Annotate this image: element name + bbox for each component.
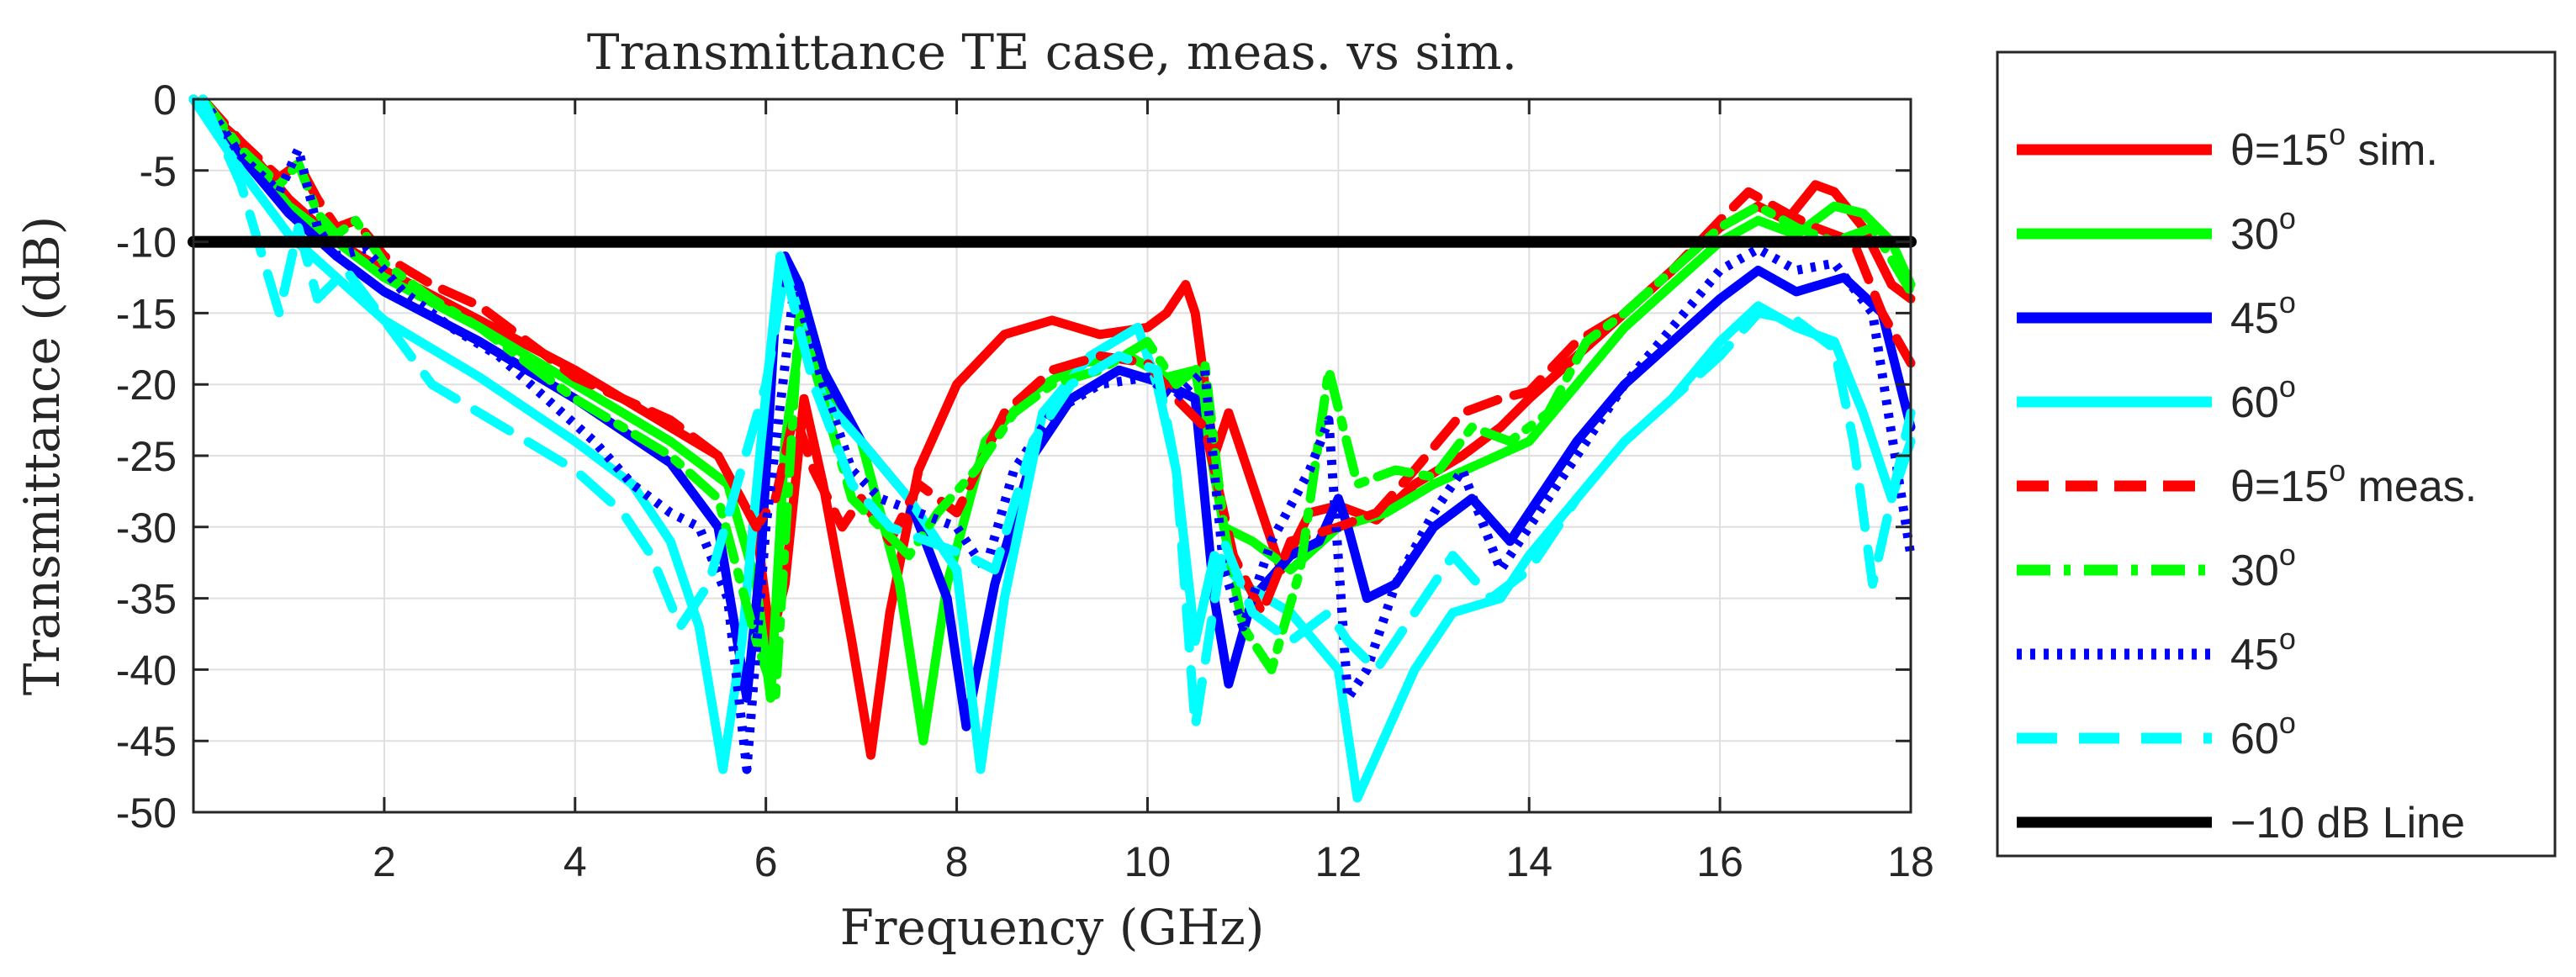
legend-label-superscript: o bbox=[2279, 201, 2296, 235]
chart-title: Transmittance TE case, meas. vs sim. bbox=[587, 24, 1517, 81]
legend-label-1: 30o bbox=[2230, 201, 2296, 259]
series-line-5 bbox=[198, 94, 1916, 703]
x-tick-label: 12 bbox=[1315, 838, 1362, 885]
legend-label-main: 30 bbox=[2230, 547, 2279, 595]
y-tick-label: -35 bbox=[116, 576, 177, 623]
legend-label-main: 45 bbox=[2230, 631, 2279, 679]
legend-label-4: θ=15o meas. bbox=[2230, 453, 2477, 511]
legend-box bbox=[1996, 50, 2557, 858]
y-axis-label: Transmittance (dB) bbox=[13, 216, 71, 695]
x-tick-label: 8 bbox=[945, 838, 969, 885]
axis-ticks: 2 4 6 8 10 12 14 16 18 0 -5 -10 -15 -20 -25 -30 -35 -40 -4… bbox=[116, 77, 1934, 885]
y-tick-label: -45 bbox=[116, 718, 177, 765]
y-tick-label: -50 bbox=[116, 790, 177, 837]
x-tick-label: 18 bbox=[1887, 838, 1934, 885]
legend-label-main: 45 bbox=[2230, 294, 2279, 343]
legend-label-3: 60o bbox=[2230, 369, 2296, 427]
y-tick-label: -20 bbox=[116, 362, 177, 409]
x-tick-label: 14 bbox=[1505, 838, 1552, 885]
y-tick-label: -15 bbox=[116, 290, 177, 337]
y-tick-label: -5 bbox=[140, 148, 177, 195]
legend-label-5: 30o bbox=[2230, 537, 2296, 595]
x-axis-label: Frequency (GHz) bbox=[840, 899, 1265, 956]
legend-label-main: 30 bbox=[2230, 210, 2279, 259]
legend-label-tail: sim. bbox=[2346, 126, 2438, 175]
y-tick-label: -40 bbox=[116, 647, 177, 694]
legend-label-superscript: o bbox=[2279, 369, 2296, 404]
x-tick-label: 10 bbox=[1124, 838, 1172, 885]
series-line-7 bbox=[198, 94, 1916, 731]
legend-label-main: −10 dB Line bbox=[2230, 799, 2465, 848]
y-tick-label: -30 bbox=[116, 504, 177, 552]
legend-label-6: 45o bbox=[2230, 621, 2296, 679]
y-tick-label: -25 bbox=[116, 433, 177, 480]
y-tick-label: 0 bbox=[153, 77, 177, 124]
x-tick-label: 2 bbox=[373, 838, 396, 885]
legend-label-superscript: o bbox=[2279, 705, 2296, 740]
y-tick-label: -10 bbox=[116, 219, 177, 267]
legend-label-superscript: o bbox=[2279, 537, 2296, 572]
legend-label-0: θ=15o sim. bbox=[2230, 117, 2438, 175]
legend-label-superscript: o bbox=[2279, 285, 2296, 320]
legend-label-2: 45o bbox=[2230, 285, 2296, 343]
legend-label-8: −10 dB Line bbox=[2230, 799, 2465, 848]
legend-label-superscript: o bbox=[2279, 621, 2296, 656]
legend-label-7: 60o bbox=[2230, 705, 2296, 763]
legend-label-superscript: o bbox=[2329, 117, 2346, 151]
x-tick-label: 4 bbox=[563, 838, 587, 885]
series-layer bbox=[188, 94, 1917, 803]
legend-label-main: 60 bbox=[2230, 378, 2279, 427]
legend-label-tail: meas. bbox=[2346, 462, 2477, 511]
legend-label-superscript: o bbox=[2329, 453, 2346, 488]
series-line-4 bbox=[198, 94, 1916, 618]
legend-label-main: θ=15 bbox=[2230, 126, 2329, 175]
legend-label-main: θ=15 bbox=[2230, 462, 2329, 511]
x-tick-label: 16 bbox=[1696, 838, 1743, 885]
legend-label-main: 60 bbox=[2230, 715, 2279, 763]
x-tick-label: 6 bbox=[754, 838, 778, 885]
